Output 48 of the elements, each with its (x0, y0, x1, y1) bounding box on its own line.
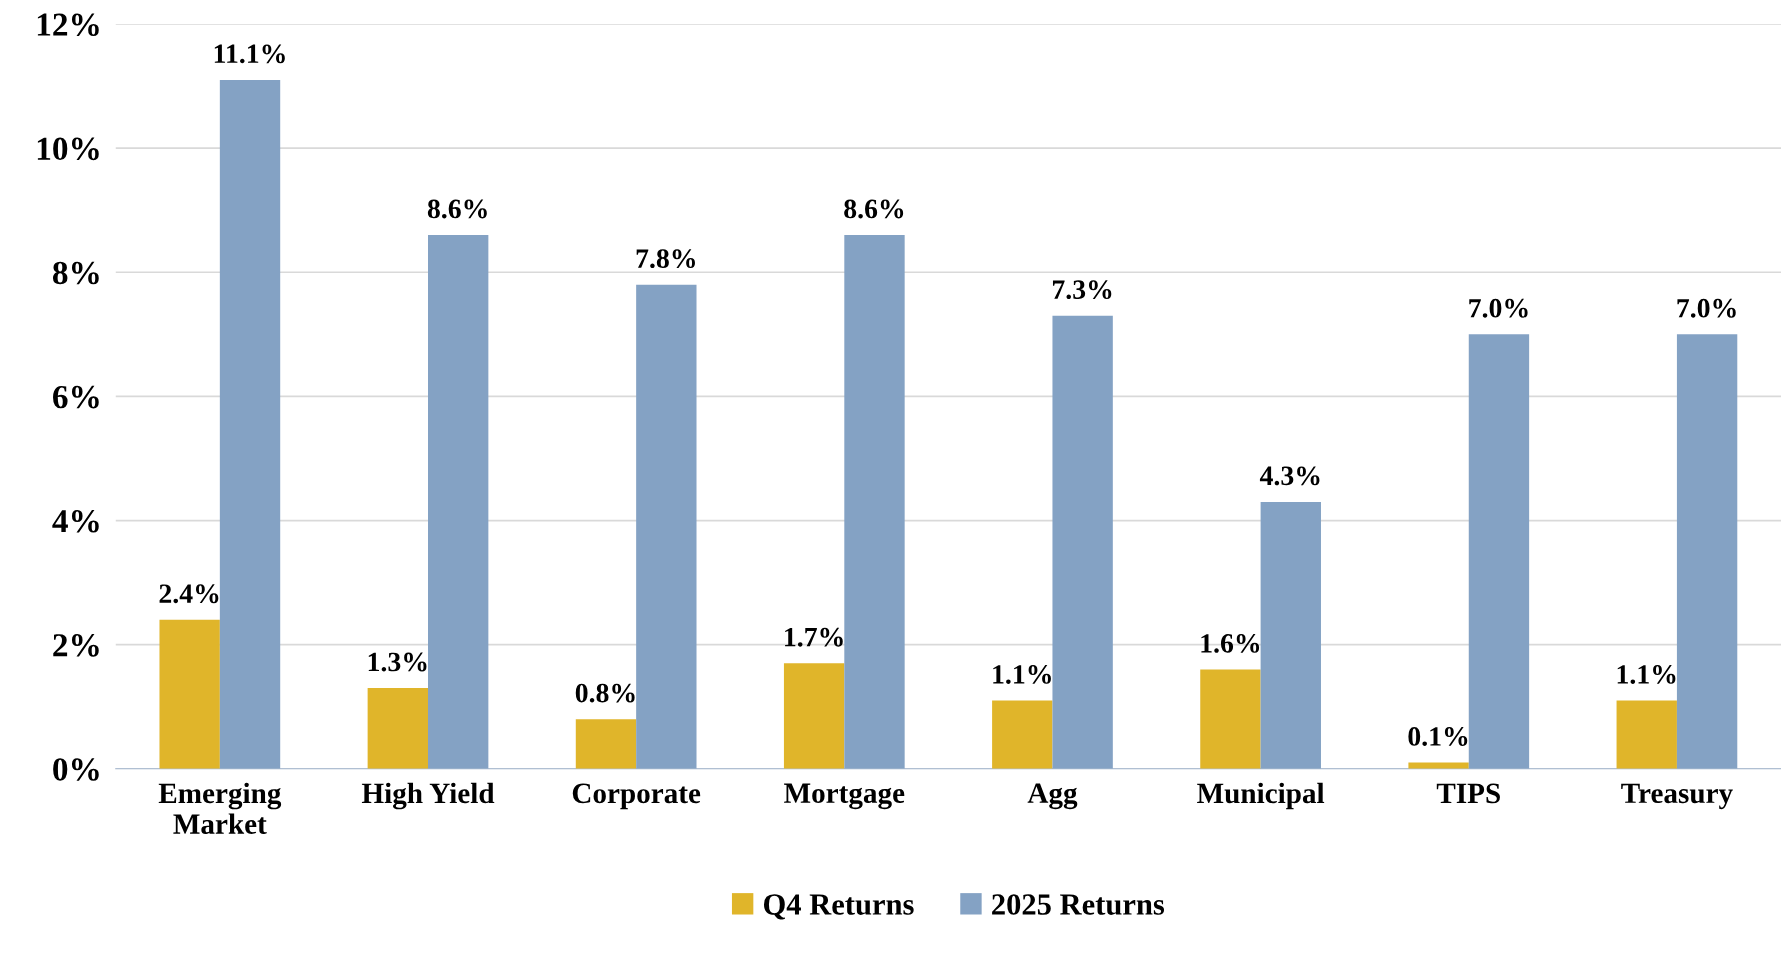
text: 8.6% (844, 199, 904, 219)
bar (783, 663, 845, 769)
bar (1260, 501, 1321, 769)
x-tick-label: Treasury (1621, 783, 1733, 810)
text: 1.3% (368, 652, 427, 672)
text: 1.1% (1617, 665, 1676, 684)
text: 8.6% (427, 199, 487, 219)
text: 0.8% (575, 683, 635, 703)
bar (1468, 334, 1530, 769)
bar (367, 688, 428, 769)
bar (428, 235, 489, 769)
bar (219, 79, 281, 769)
text: 1.7% (785, 627, 843, 647)
x-tick-label: High Yield (361, 782, 495, 810)
bar (159, 619, 220, 769)
y-tick-label: 0% (53, 758, 99, 781)
x-tick-label: Mortgage (784, 783, 905, 810)
bar (992, 700, 1053, 769)
text: 7.0% (1469, 298, 1528, 318)
bar (1052, 315, 1113, 769)
y-tick-label: 10% (37, 137, 99, 161)
y-tick-label: 6% (53, 385, 99, 409)
legend-label: Q4 Returns (764, 894, 914, 920)
text: 7.3% (1052, 280, 1112, 300)
bar (636, 284, 697, 769)
text: 7.8% (636, 249, 695, 269)
legend-label: 2025 Returns (992, 894, 1165, 915)
bar (575, 719, 637, 769)
x-tick-label: Corporate (572, 783, 701, 810)
y-tick-label: 8% (52, 261, 99, 285)
text: 7.0% (1677, 298, 1736, 318)
bar (1200, 669, 1261, 769)
text: 1.6% (1201, 634, 1260, 653)
text: 0.1% (1408, 727, 1468, 746)
y-tick-label: 12% (37, 13, 99, 37)
y-tick-label: 2% (53, 634, 99, 657)
x-tick-label: Agg (1027, 783, 1078, 810)
x-tick-label: TIPS (1436, 783, 1500, 804)
x-tick-label: Emerging Market (158, 782, 282, 834)
bar (1676, 334, 1738, 769)
bar (1616, 700, 1677, 769)
x-tick-label: Municipal (1197, 782, 1325, 810)
text: 1.1% (993, 665, 1051, 684)
bar (844, 235, 905, 769)
text: 4.3% (1259, 466, 1320, 486)
y-tick-label: 4% (52, 509, 99, 533)
text: 2.4% (159, 584, 219, 604)
text: 11.1% (214, 44, 285, 64)
